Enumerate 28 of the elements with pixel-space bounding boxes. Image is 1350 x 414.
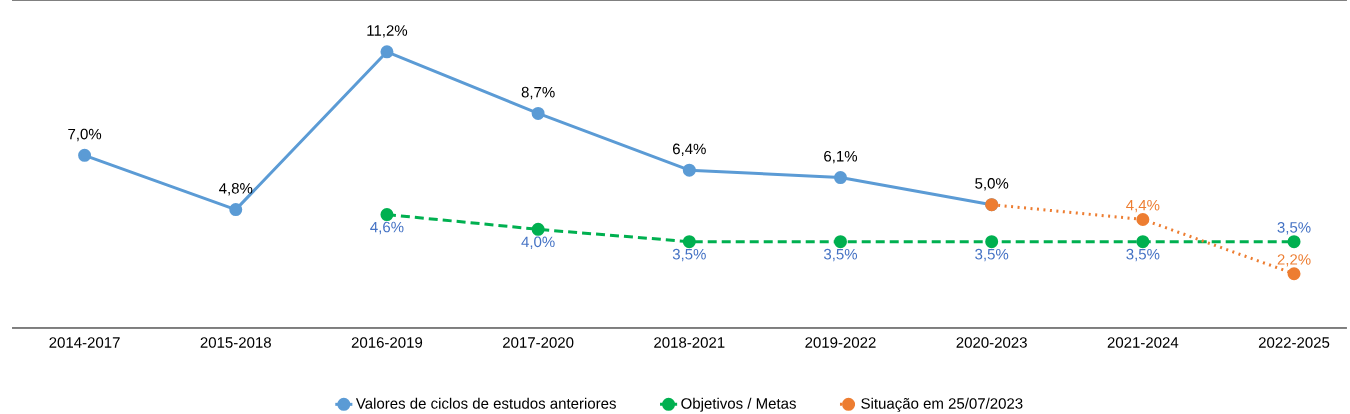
data-label: 3,5% <box>1126 248 1160 262</box>
x-tick-label: 2019-2022 <box>805 337 876 348</box>
x-tick-label: 2014-2017 <box>49 337 120 348</box>
x-tick-label: 2016-2019 <box>351 337 423 348</box>
data-label: 3,5% <box>1277 222 1311 235</box>
data-label: 8,7% <box>521 86 555 100</box>
x-tick-label: 2022-2025 <box>1258 337 1330 348</box>
data-label: 11,2% <box>367 25 408 38</box>
x-tick-label: 2020-2023 <box>956 337 1027 348</box>
x-tick-label: 2021-2024 <box>1107 337 1179 348</box>
data-label: 3,5% <box>672 248 706 262</box>
data-label: 3,5% <box>975 248 1009 262</box>
data-label: 4,4% <box>1126 199 1160 213</box>
legend-label: Situação em 25/07/2023 <box>861 397 1023 412</box>
legend-label: Objetivos / Metas <box>681 397 796 412</box>
data-label: 5,0% <box>975 178 1009 191</box>
x-tick-label: 2017-2020 <box>503 337 574 348</box>
data-label: 6,1% <box>824 150 858 164</box>
data-label: 3,5% <box>823 248 858 262</box>
data-label: 2,2% <box>1277 254 1311 267</box>
data-label: 6,4% <box>672 143 706 156</box>
x-tick-label: 2018-2021 <box>654 337 725 348</box>
data-label: 4,6% <box>370 221 404 235</box>
data-label: 7,0% <box>68 128 102 142</box>
data-label: 4,0% <box>521 236 555 249</box>
legend-label: Valores de ciclos de estudos anteriores <box>355 397 616 409</box>
x-tick-label: 2015-2018 <box>200 337 271 348</box>
data-label: 4,8% <box>219 183 253 196</box>
